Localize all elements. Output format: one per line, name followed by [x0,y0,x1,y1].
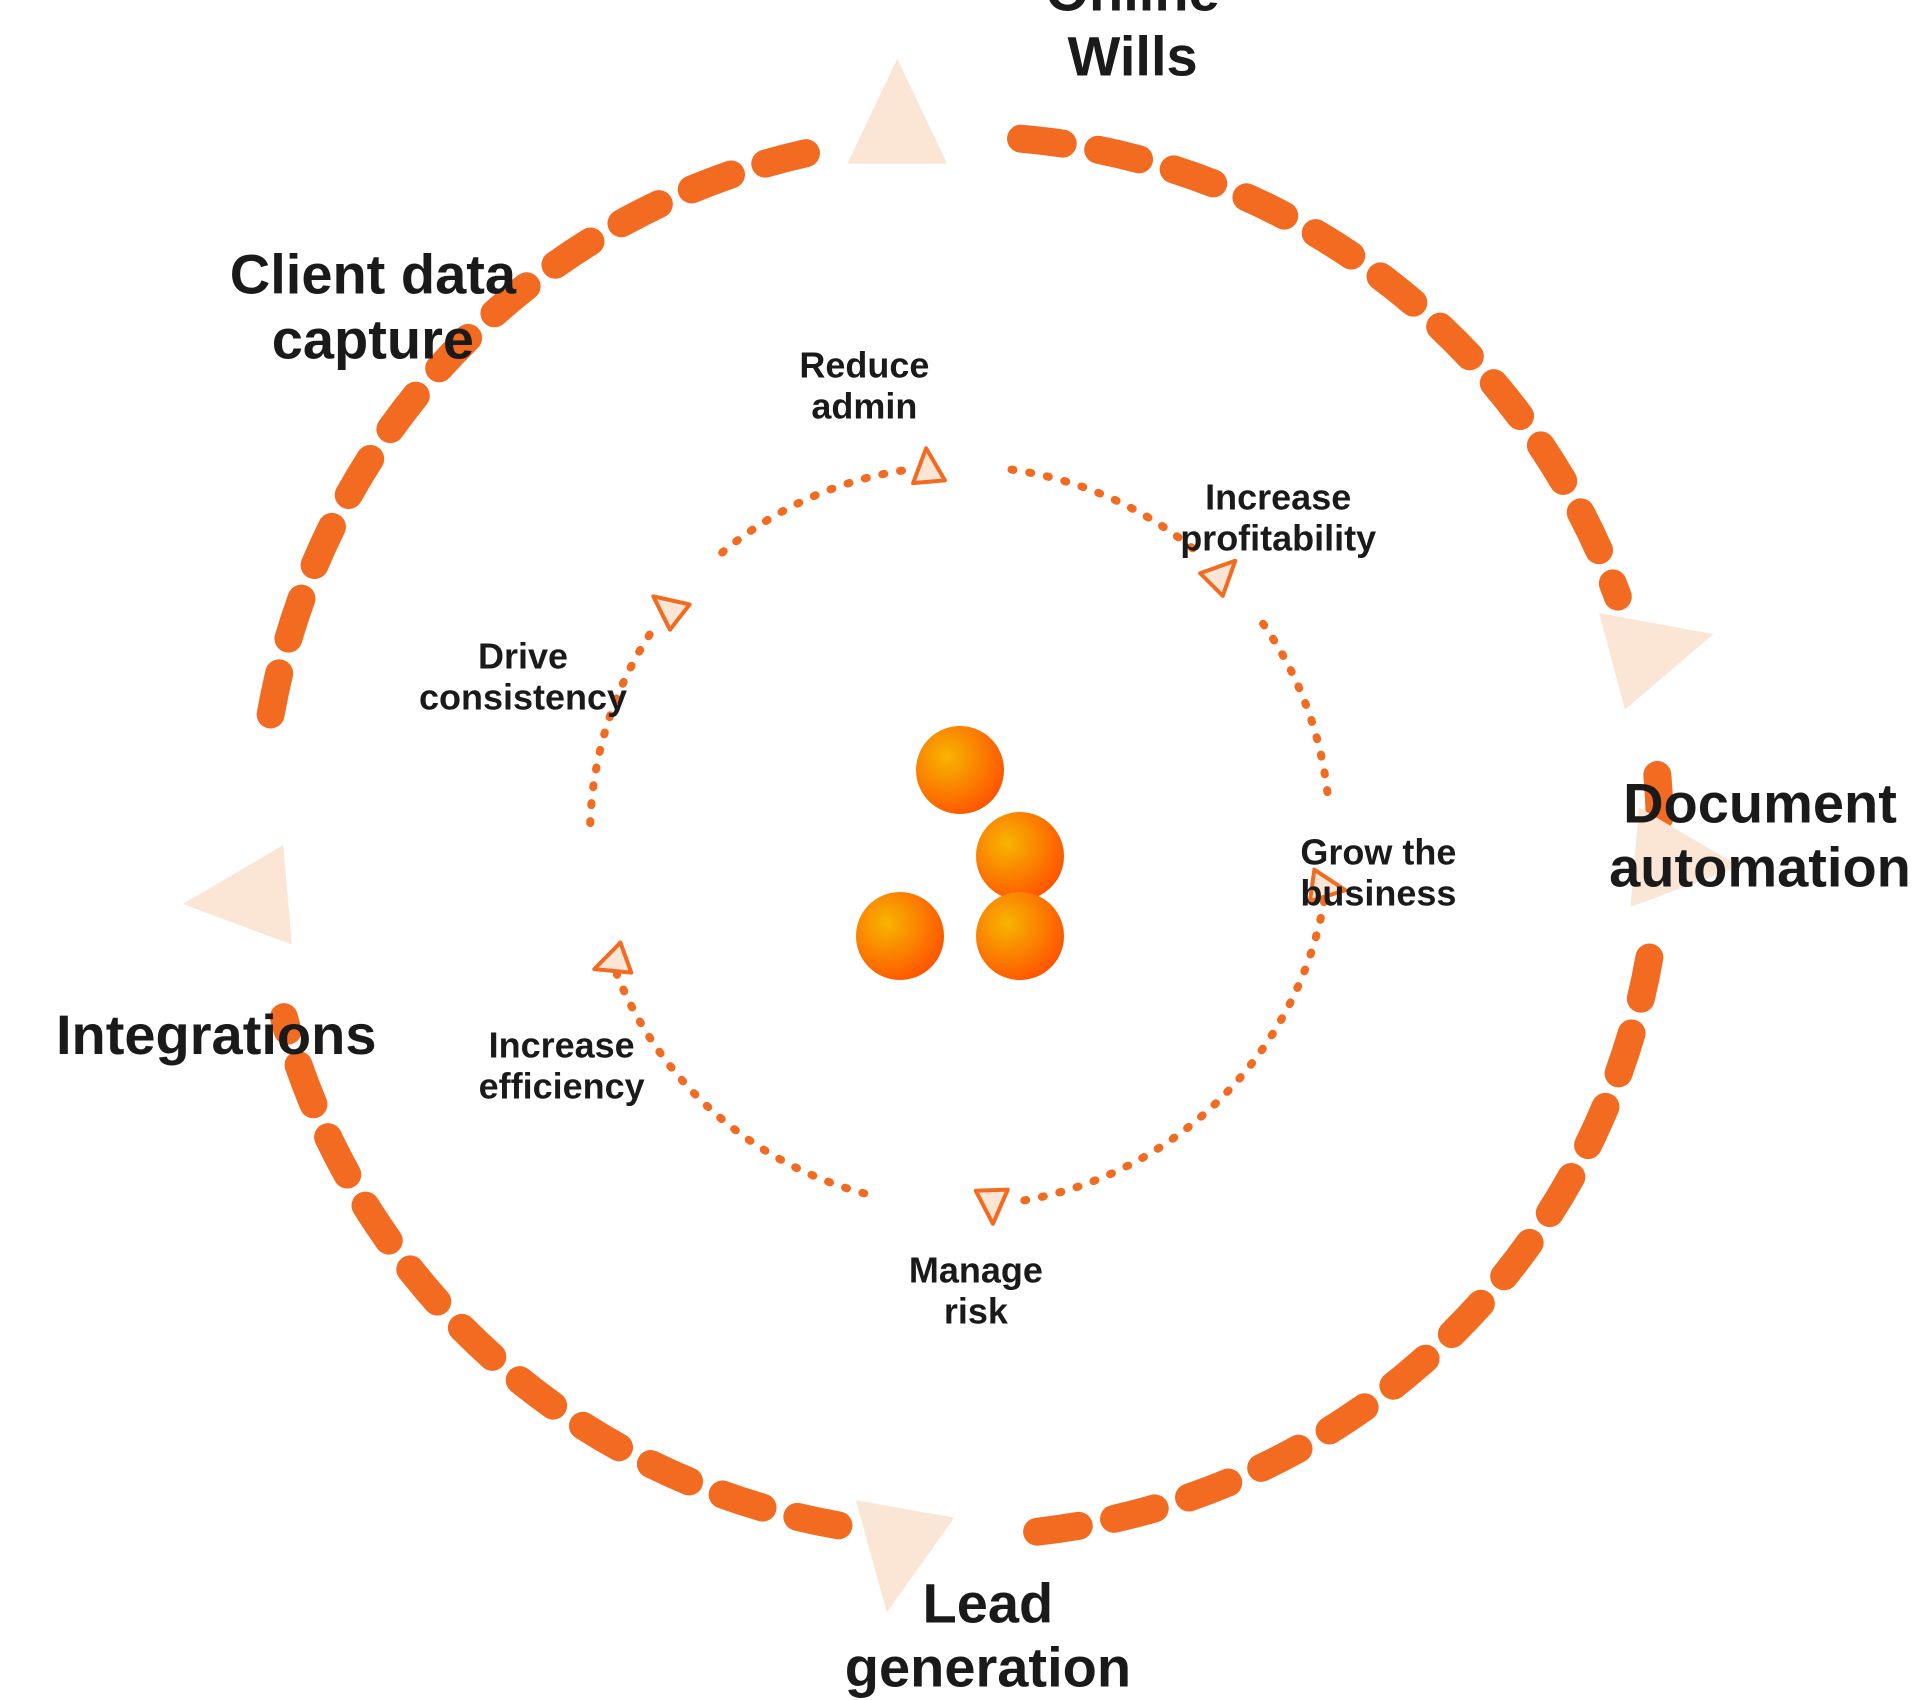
inner-ring [589,447,1348,1224]
inner-label: Grow the business [1300,831,1456,914]
inner-label: Drive consistency [419,636,627,719]
inner-label: Increase profitability [1180,476,1376,559]
outer-label: Document automation [1609,772,1911,901]
outer-label: Lead generation [845,1571,1131,1700]
outer-label: Integrations [56,1003,376,1067]
outer-label: Client data capture [230,243,516,372]
logo-circle [976,892,1064,980]
outer-label: Online Wills [1045,0,1219,89]
inner-label: Reduce admin [799,345,929,428]
inner-arc [1011,470,1197,553]
cycle-diagram: Document automationLead generationIntegr… [0,0,1920,1672]
inner-label: Manage risk [909,1249,1043,1332]
center-logo [856,726,1064,980]
outer-arc [1021,958,1649,1534]
inner-arc [722,470,908,553]
inner-label: Increase efficiency [479,1025,645,1108]
outer-arc [271,147,839,715]
logo-circle [976,812,1064,900]
logo-circle [856,892,944,980]
inner-arc [617,975,864,1194]
logo-circle [916,726,1004,814]
inner-arc [1024,900,1324,1200]
inner-arc [1263,624,1329,804]
